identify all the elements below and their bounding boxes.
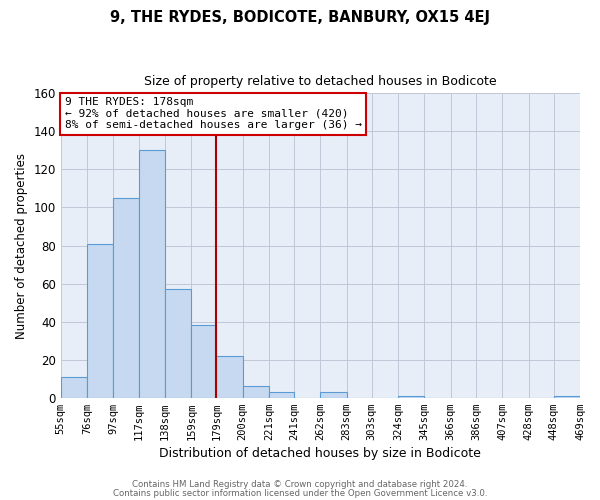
Bar: [242, 386, 269, 398]
Title: Size of property relative to detached houses in Bodicote: Size of property relative to detached ho…: [144, 75, 497, 88]
Y-axis label: Number of detached properties: Number of detached properties: [15, 152, 28, 338]
Bar: [113, 198, 139, 398]
Text: Contains HM Land Registry data © Crown copyright and database right 2024.: Contains HM Land Registry data © Crown c…: [132, 480, 468, 489]
Bar: [87, 244, 113, 398]
Bar: [554, 396, 580, 398]
Bar: [61, 377, 87, 398]
Bar: [398, 396, 424, 398]
X-axis label: Distribution of detached houses by size in Bodicote: Distribution of detached houses by size …: [160, 447, 481, 460]
Text: 9, THE RYDES, BODICOTE, BANBURY, OX15 4EJ: 9, THE RYDES, BODICOTE, BANBURY, OX15 4E…: [110, 10, 490, 25]
Bar: [269, 392, 294, 398]
Text: Contains public sector information licensed under the Open Government Licence v3: Contains public sector information licen…: [113, 489, 487, 498]
Text: 9 THE RYDES: 178sqm
← 92% of detached houses are smaller (420)
8% of semi-detach: 9 THE RYDES: 178sqm ← 92% of detached ho…: [65, 97, 362, 130]
Bar: [191, 326, 217, 398]
Bar: [217, 356, 242, 398]
Bar: [165, 290, 191, 398]
Bar: [320, 392, 347, 398]
Bar: [139, 150, 165, 398]
